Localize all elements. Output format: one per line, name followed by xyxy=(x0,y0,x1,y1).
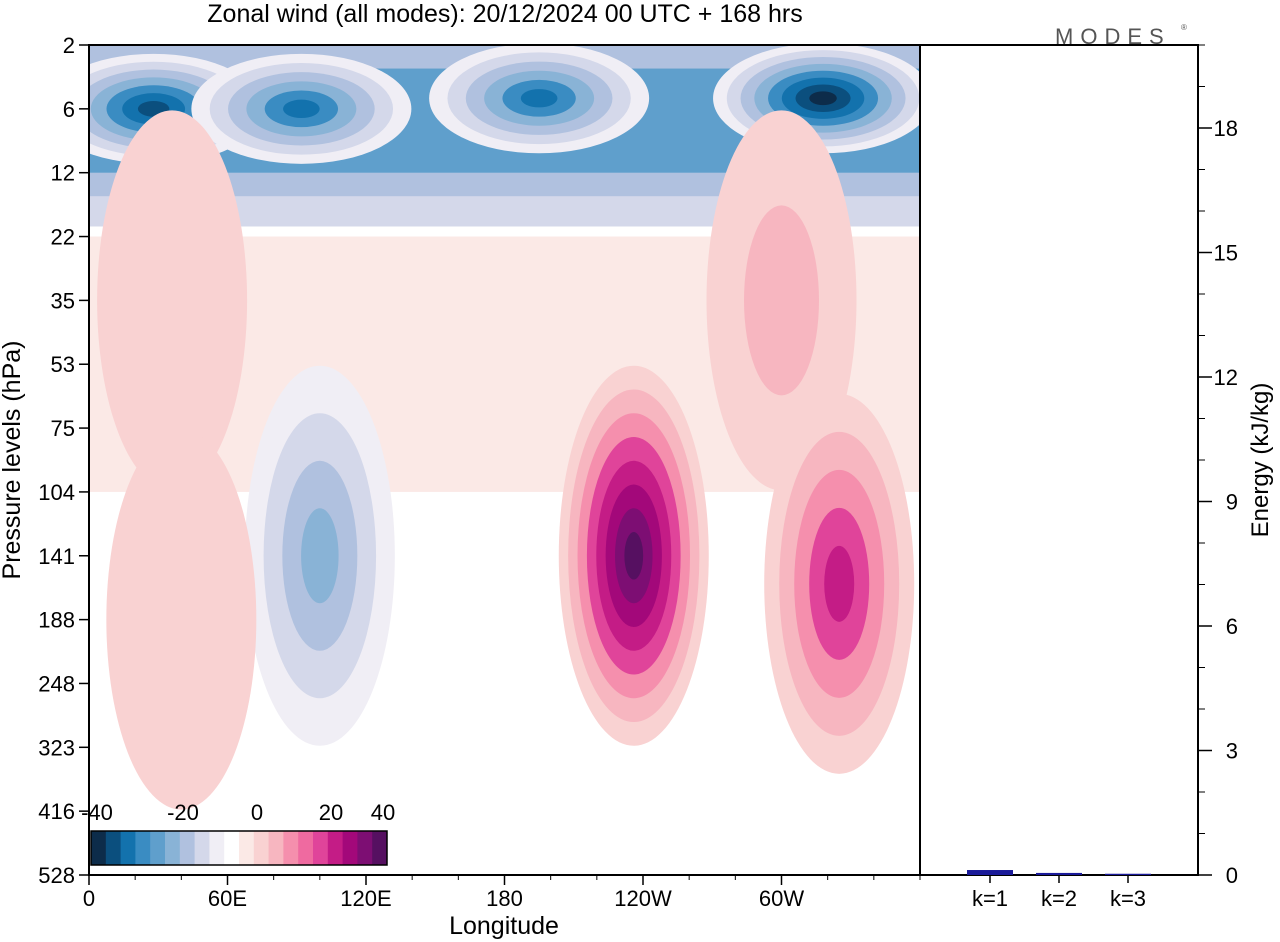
x-tick-label: 120W xyxy=(614,886,672,911)
x-tick-label: 180 xyxy=(486,886,523,911)
y-tick-label: 75 xyxy=(51,416,75,441)
y-tick-label: 141 xyxy=(38,544,75,569)
colorbar-swatch xyxy=(135,831,151,865)
y-tick-label: 323 xyxy=(38,735,75,760)
y-tick-label: 104 xyxy=(38,480,75,505)
energy-panel-frame xyxy=(919,44,1199,876)
x-axis-label: Longitude xyxy=(449,912,559,940)
colorbar-swatch xyxy=(253,831,270,865)
energy-tick-label: 12 xyxy=(1214,365,1238,390)
energy-category-label: k=3 xyxy=(1110,886,1146,911)
y-axis: 2 6 12 22 35 53 75 104 141 188 248 323 416 528 xyxy=(38,33,89,888)
wind-feature-6 xyxy=(301,508,339,604)
colorbar-frame xyxy=(90,830,388,866)
colorbar-swatch xyxy=(165,831,181,865)
wind-feature-5 xyxy=(744,205,819,396)
y-tick-label: 416 xyxy=(38,799,75,824)
colorbar-swatch xyxy=(150,831,166,865)
colorbar-swatch xyxy=(239,831,255,865)
colorbar-tick-label: 20 xyxy=(319,800,343,825)
wind-feature-1 xyxy=(283,99,320,119)
wind-feature-3 xyxy=(809,91,837,106)
colorbar-swatch xyxy=(194,831,210,865)
zonal-wind-heatmap xyxy=(89,45,920,875)
wind-feature-2 xyxy=(520,89,558,108)
y-tick-label: 528 xyxy=(38,863,75,888)
colorbar-swatch xyxy=(342,831,358,865)
colorbar-tick-label: -20 xyxy=(167,800,199,825)
energy-category-label: k=1 xyxy=(972,886,1008,911)
colorbar-swatch xyxy=(283,831,299,865)
energy-axis-label: Energy (kJ/kg) xyxy=(1247,383,1274,538)
wind-feature-8 xyxy=(824,545,855,622)
colorbar-swatch xyxy=(179,831,196,865)
y-tick-label: 35 xyxy=(51,288,75,313)
brand-mark: ® xyxy=(1181,23,1187,32)
energy-tick-label: 18 xyxy=(1214,116,1238,141)
energy-category-label: k=2 xyxy=(1041,886,1077,911)
energy-tick-label: 9 xyxy=(1226,490,1238,515)
wind-feature-9 xyxy=(106,429,257,810)
y-tick-label: 248 xyxy=(38,671,75,696)
colorbar-swatch xyxy=(298,831,314,865)
energy-tick-label: 3 xyxy=(1226,739,1238,764)
y-axis-label: Pressure levels (hPa) xyxy=(0,341,26,580)
y-tick-label: 188 xyxy=(38,608,75,633)
energy-bar-chart: 0 3 6 9 12 15 18 k=1 k=2 k=3 xyxy=(967,44,1238,911)
energy-bar-k=2 xyxy=(1036,872,1082,875)
colorbar-swatch xyxy=(313,831,329,865)
energy-bar-k=3 xyxy=(1105,873,1151,875)
colorbar-swatch xyxy=(209,831,225,865)
colorbar-swatch xyxy=(105,831,122,865)
chart-title: Zonal wind (all modes): 20/12/2024 00 UT… xyxy=(207,0,802,28)
x-tick-label: 60E xyxy=(208,886,247,911)
energy-tick-label: 15 xyxy=(1214,241,1238,266)
x-tick-label: 60W xyxy=(759,886,804,911)
colorbar-swatch xyxy=(372,831,388,865)
colorbar-swatch xyxy=(120,831,136,865)
x-tick-label: 0 xyxy=(83,886,95,911)
colorbar-tick-label: -40 xyxy=(81,800,113,825)
colorbar: -40 -20 0 20 40 xyxy=(81,800,395,866)
y-tick-label: 6 xyxy=(63,97,75,122)
wind-feature-4 xyxy=(97,110,248,491)
energy-tick-label: 6 xyxy=(1226,614,1238,639)
y-tick-label: 53 xyxy=(51,352,75,377)
energy-bar-k=1 xyxy=(967,870,1013,875)
colorbar-swatch xyxy=(268,831,284,865)
colorbar-swatch xyxy=(224,831,240,865)
y-tick-label: 2 xyxy=(63,33,75,58)
x-tick-label: 120E xyxy=(340,886,391,911)
colorbar-tick-label: 0 xyxy=(251,800,263,825)
y-tick-label: 22 xyxy=(51,225,75,250)
x-axis: 0 60E 120E 180 120W 60W xyxy=(83,875,921,911)
y-tick-label: 12 xyxy=(51,161,75,186)
colorbar-swatch xyxy=(91,831,107,865)
wind-feature-7 xyxy=(624,532,644,580)
colorbar-tick-label: 40 xyxy=(371,800,395,825)
colorbar-swatch xyxy=(327,831,344,865)
colorbar-swatch xyxy=(357,831,373,865)
energy-tick-label: 0 xyxy=(1226,863,1238,888)
